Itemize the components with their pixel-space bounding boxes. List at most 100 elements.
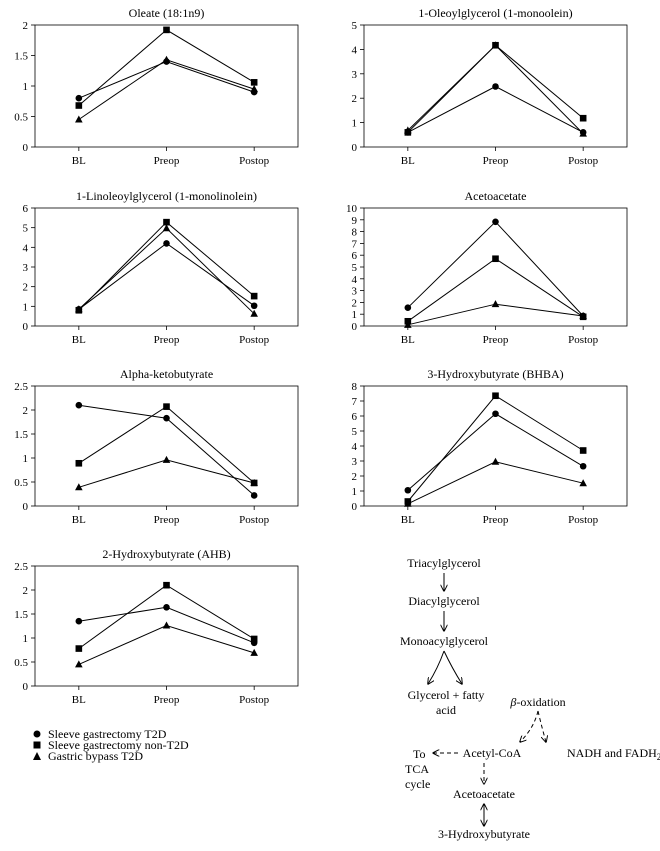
data-point-circle (250, 492, 258, 499)
data-point-square (492, 255, 499, 263)
y-tick-label: 2 (352, 297, 358, 309)
data-point-circle (492, 218, 499, 226)
y-tick-label: 6 (352, 411, 358, 423)
legend-item-sleeve-non-t2d: Sleeve gastrectomy non-T2D (33, 738, 189, 752)
chart-panel-3: 1-Linoleoylglycerol (1-monolinolein) 0 1 2 3… (23, 189, 299, 346)
data-point-circle (163, 240, 170, 247)
data-point-triangle (162, 55, 171, 63)
legend-label-bypass-t2d: Gastric bypass T2D (48, 749, 143, 763)
glycerol-fatty-acid-label-line1: Glycerol + fatty (408, 688, 485, 702)
series-line-circle (407, 85, 584, 133)
data-point-circle (404, 304, 412, 312)
y-tick-label: 4 (23, 242, 29, 254)
acetyl-coa-label: Acetyl-CoA (463, 746, 522, 760)
chart-title: 2-Hydroxybutyrate (AHB) (102, 547, 230, 561)
data-point-circle (579, 462, 587, 470)
y-tick-label: 4 (352, 274, 358, 286)
y-tick-label: 1.5 (14, 51, 28, 63)
data-point-square (579, 447, 587, 454)
y-tick-label: 7 (352, 396, 358, 408)
data-point-circle (404, 486, 412, 494)
data-point-triangle (491, 41, 500, 49)
diacylglycerol-label: Diacylglycerol (408, 594, 480, 608)
y-tick-label: 3 (352, 286, 358, 298)
data-point-triangle (404, 499, 412, 507)
chart-panel-5: Alpha-ketobutyrate 0 0.5 1 1.5 2 2.5 BL Preop Pos… (14, 367, 299, 526)
beta-oxidation-text: -oxidation (516, 695, 565, 709)
y-tick-label: 0.5 (14, 477, 28, 489)
hydroxybutyrate-label: 3-Hydroxybutyrate (438, 827, 530, 841)
data-point-square (163, 403, 170, 410)
beta-oxidation-label: β-oxidation (509, 695, 565, 709)
data-point-triangle (162, 224, 171, 232)
y-tick-label: 7 (352, 238, 358, 250)
data-point-circle (75, 617, 83, 625)
nadh-fadh-subscript: 2 (657, 752, 660, 762)
y-tick-label: 3 (352, 69, 358, 81)
chart-panel-7: 2-Hydroxybutyrate (AHB) 0 0.5 1 1.5 2 2.5 BL Pre… (14, 547, 299, 706)
data-point-circle (75, 401, 83, 409)
x-tick-label: Postop (568, 334, 598, 346)
arrow-beta-to-acetyl-coa (520, 710, 539, 742)
y-tick-label: 6 (352, 250, 358, 262)
legend-item-bypass-t2d: Gastric bypass T2D (33, 749, 143, 763)
y-tick-label: 0.5 (14, 112, 28, 124)
y-tick-label: 4 (352, 441, 358, 453)
y-tick-label: 1 (352, 118, 358, 130)
y-tick-label: 10 (346, 203, 358, 215)
data-point-triangle (250, 309, 258, 317)
x-tick-label: BL (401, 514, 415, 526)
legend-label-sleeve-non-t2d: Sleeve gastrectomy non-T2D (48, 738, 189, 752)
y-tick-label: 0 (23, 501, 29, 513)
x-tick-label: Postop (239, 334, 269, 346)
chart-title: 1-Linoleoylglycerol (1-monolinolein) (76, 189, 257, 203)
tca-label-line3: cycle (405, 777, 430, 791)
chart-title: Alpha-ketobutyrate (120, 367, 213, 381)
data-point-square (250, 79, 258, 86)
nadh-fadh-text: NADH and FADH (567, 746, 657, 760)
x-tick-label: Postop (239, 514, 269, 526)
series-line-triangle (78, 624, 255, 665)
x-tick-label: Preop (483, 514, 509, 526)
series-line-triangle (78, 59, 255, 120)
data-point-square (579, 114, 587, 122)
y-tick-label: 2.5 (14, 561, 28, 573)
tca-label-line2: TCA (405, 762, 429, 776)
acetoacetate-label: Acetoacetate (453, 787, 515, 801)
arrow-mag-to-fatty-acid (443, 650, 462, 684)
triacylglycerol-label: Triacylglycerol (407, 556, 481, 570)
data-point-triangle (75, 660, 83, 668)
legend-square-marker (33, 741, 41, 749)
y-tick-label: 3 (23, 262, 29, 274)
x-tick-label: BL (72, 694, 86, 706)
data-point-circle (492, 410, 499, 418)
y-tick-label: 2 (23, 282, 29, 294)
series-line-square (407, 258, 584, 322)
data-point-square (250, 292, 258, 300)
series-line-triangle (407, 461, 584, 505)
plot-frame (363, 385, 628, 507)
y-tick-label: 2 (23, 405, 29, 417)
y-tick-label: 2 (23, 585, 29, 597)
x-tick-label: Preop (154, 334, 180, 346)
data-point-triangle (579, 311, 587, 319)
x-tick-label: Postop (239, 694, 269, 706)
y-tick-label: 5 (23, 223, 29, 235)
data-point-triangle (75, 115, 83, 123)
data-point-triangle (75, 305, 83, 313)
chart-title: 1-Oleoylglycerol (1-monoolein) (418, 6, 572, 20)
data-point-circle (250, 302, 258, 310)
data-point-square (75, 459, 83, 467)
tca-label-line1: To (413, 747, 426, 761)
arrow-beta-to-nadh (537, 710, 546, 742)
y-tick-label: 5 (352, 262, 358, 274)
data-point-triangle (250, 85, 258, 93)
y-tick-label: 0 (23, 321, 29, 333)
x-tick-label: BL (401, 155, 415, 167)
x-tick-label: Preop (154, 694, 180, 706)
data-point-triangle (491, 457, 500, 465)
y-tick-label: 3 (352, 456, 358, 468)
series-line-triangle (78, 459, 255, 488)
legend-item-sleeve-t2d: Sleeve gastrectomy T2D (33, 727, 167, 741)
